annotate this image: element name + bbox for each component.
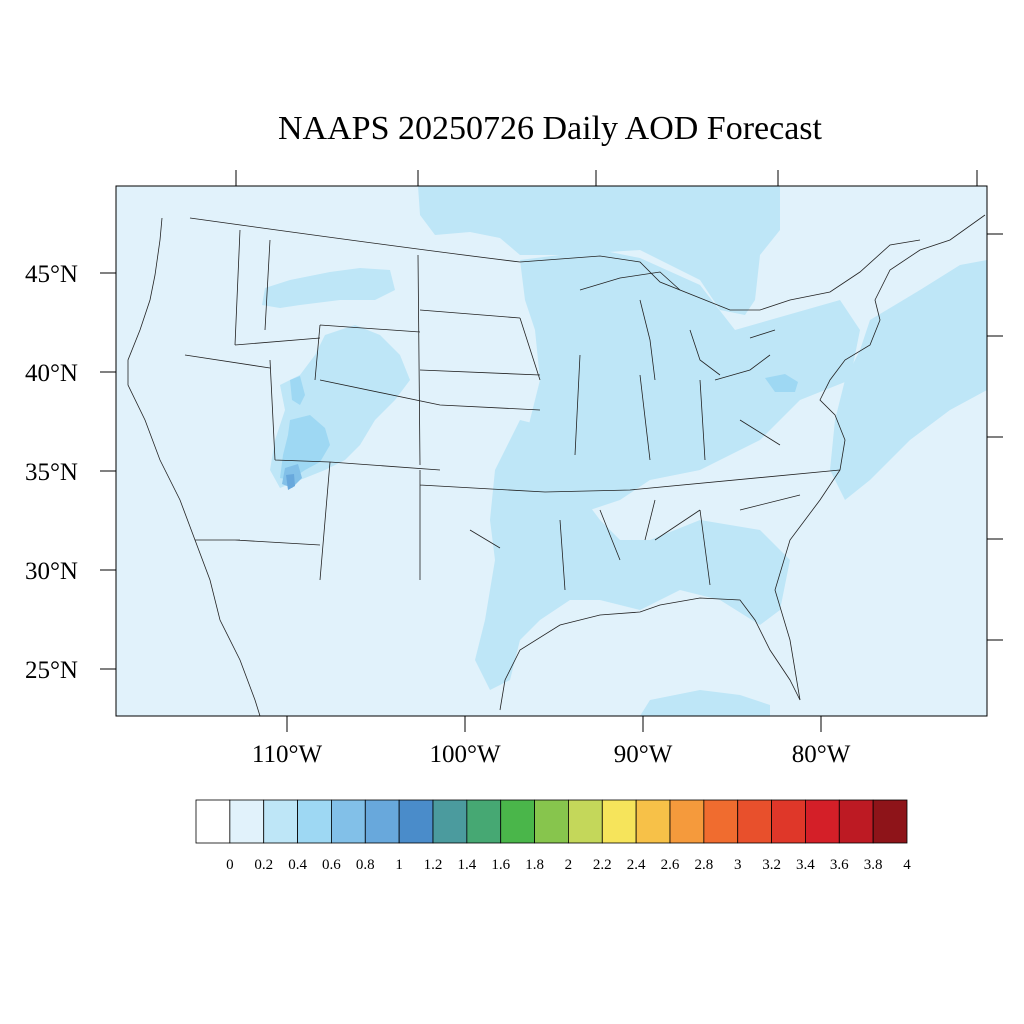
colorbar-label: 0.8 — [356, 857, 375, 873]
colorbar-label: 4 — [903, 857, 911, 873]
colorbar-label: 2.8 — [694, 857, 713, 873]
aod-plumes — [262, 186, 987, 716]
colorbar-swatch — [297, 799, 332, 844]
colorbar-label: 2 — [565, 857, 573, 873]
lon-label: 80°W — [792, 741, 851, 768]
colorbar-swatch — [703, 799, 739, 844]
great-lakes — [579, 271, 776, 381]
lat-label: 25°N — [25, 657, 78, 684]
lat-label: 30°N — [25, 558, 78, 585]
colorbar-swatch — [838, 799, 874, 844]
colorbar-swatch — [601, 799, 637, 844]
colorbar-label: 3.8 — [864, 857, 883, 873]
colorbar-swatch — [364, 799, 400, 844]
colorbar-label: 0.4 — [288, 857, 307, 873]
colorbar-label: 0 — [226, 857, 234, 873]
colorbar-swatch — [398, 799, 434, 844]
aod-core-utah — [290, 376, 305, 405]
colorbar-label: 3.6 — [830, 857, 849, 873]
colorbar-label: 0.6 — [322, 857, 341, 873]
lat-label: 45°N — [25, 261, 78, 288]
aod-core-peak — [286, 474, 295, 490]
lat-label: 35°N — [25, 459, 78, 486]
top-ticks — [235, 170, 978, 186]
aod-plume-gulf — [640, 690, 770, 716]
colorbar-label: 1.8 — [525, 857, 544, 873]
chart-title: NAAPS 20250726 Daily AOD Forecast — [278, 110, 822, 147]
colorbar-swatch — [534, 799, 569, 844]
colorbar-swatch — [805, 799, 840, 844]
colorbar-label: 3 — [734, 857, 742, 873]
aod-plume-montana — [262, 268, 395, 308]
aod-core-pennsylvania — [765, 374, 798, 392]
aod-plume-atlantic — [830, 260, 987, 500]
colorbar-swatch — [195, 799, 231, 844]
aod-plume-southern-plains — [475, 420, 790, 690]
gulf-coast — [499, 597, 801, 711]
colorbar-swatch — [771, 799, 806, 844]
colorbar-swatch — [568, 799, 603, 844]
colorbar-label: 1.6 — [491, 857, 510, 873]
colorbar-swatch — [229, 799, 265, 844]
left-ticks — [100, 272, 116, 670]
colorbar-label: 0.2 — [254, 857, 273, 873]
bottom-ticks — [286, 716, 822, 732]
pacific-coast — [127, 217, 261, 717]
colorbar-swatch — [263, 799, 298, 844]
colorbar-swatch — [669, 799, 705, 844]
colorbar-label: 3.4 — [796, 857, 815, 873]
lon-label: 110°W — [252, 741, 323, 768]
state-lines — [184, 229, 841, 591]
colorbar: 0 0.2 0.4 0.6 0.8 1 1.2 1.4 1.6 1.8 2 2.2 2.4 2.6 2.8 3… — [195, 799, 911, 873]
colorbar-label: 2.2 — [593, 857, 612, 873]
colorbar-label: 3.2 — [762, 857, 781, 873]
map-frame — [115, 185, 988, 717]
lon-label: 100°W — [429, 741, 500, 768]
colorbar-label: 1.2 — [424, 857, 443, 873]
lon-label: 90°W — [614, 741, 673, 768]
colorbar-swatch — [500, 799, 535, 844]
atlantic-coast — [774, 214, 986, 701]
aod-core-arizona — [280, 415, 330, 480]
colorbar-label: 1.4 — [457, 857, 476, 873]
lat-label: 40°N — [25, 360, 78, 387]
colorbar-label: 1 — [395, 857, 403, 873]
canada-border — [189, 217, 921, 311]
colorbar-swatch — [331, 799, 366, 844]
colorbar-swatch — [737, 799, 772, 844]
colorbar-label: 2.4 — [627, 857, 646, 873]
colorbar-swatch — [432, 799, 468, 844]
map-boundaries — [127, 214, 986, 717]
colorbar-swatch — [872, 799, 908, 844]
right-ticks — [987, 233, 1003, 641]
aod-plume-great-lakes — [520, 250, 860, 520]
colorbar-swatch — [466, 799, 502, 844]
colorbar-label: 2.6 — [661, 857, 680, 873]
colorbar-swatch — [635, 799, 671, 844]
